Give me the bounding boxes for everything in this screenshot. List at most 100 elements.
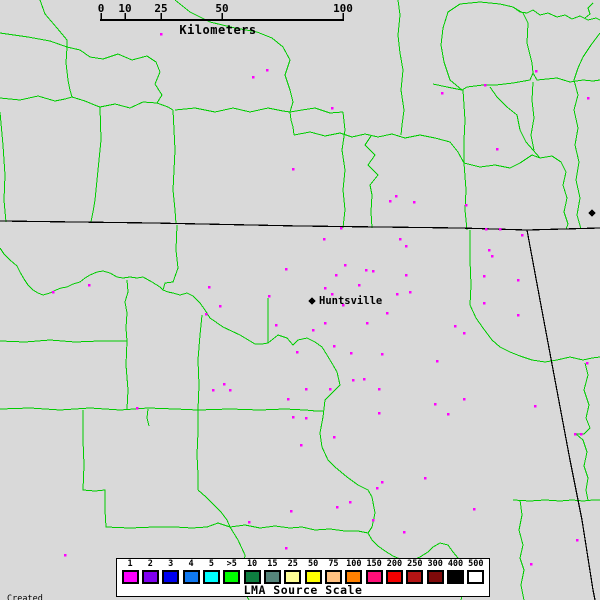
lma-source-dot <box>436 360 439 363</box>
lma-source-dot <box>386 312 389 315</box>
lma-source-dot <box>324 287 327 290</box>
lma-source-dot <box>64 554 67 557</box>
lma-source-dot <box>463 332 466 335</box>
legend-color-swatch <box>345 570 363 584</box>
county-boundary-line <box>530 81 535 151</box>
legend-entry: 3 <box>161 560 181 584</box>
lma-source-dot <box>381 481 384 484</box>
lma-source-dot <box>331 293 334 296</box>
legend-entry: 300 <box>425 560 445 584</box>
county-boundary-line <box>512 6 600 21</box>
station-marker-diamond-icon <box>588 209 596 217</box>
legend-color-swatch <box>406 570 424 584</box>
lma-source-dot <box>312 329 315 332</box>
legend-color-swatch <box>182 570 200 584</box>
lma-source-dot <box>324 322 327 325</box>
lma-source-dot <box>587 97 590 100</box>
lma-source-dot <box>403 531 406 534</box>
legend-box: 1 2 3 4 5 >5 10 15 25 50 75 100 150 200 250 300 400 500 L… <box>116 558 490 597</box>
legend-entry: 50 <box>303 560 323 584</box>
county-boundary-line <box>174 107 291 113</box>
created-label: Created <box>7 594 43 600</box>
lma-source-dot <box>409 291 412 294</box>
lma-source-dot <box>335 274 338 277</box>
legend-entry: 15 <box>262 560 282 584</box>
scale-tick-label: 0 <box>97 2 105 15</box>
lma-source-dot <box>285 268 288 271</box>
legend-value-label: 200 <box>386 559 403 569</box>
county-boundary-line <box>573 32 600 230</box>
lma-source-dot <box>530 563 533 566</box>
lma-source-dot <box>219 305 222 308</box>
legend-value-label: 4 <box>188 559 194 569</box>
lma-source-dot <box>296 351 299 354</box>
county-boundary-line <box>463 162 468 231</box>
lma-source-dot <box>333 345 336 348</box>
legend-entry: 1 <box>120 560 140 584</box>
legend-color-swatch <box>426 570 444 584</box>
lma-source-dot <box>266 69 269 72</box>
legend-color-swatch <box>284 570 302 584</box>
county-boundary-line <box>469 230 600 363</box>
county-boundary-line <box>0 247 341 386</box>
county-boundary-line <box>462 89 466 163</box>
legend-value-label: 250 <box>407 559 423 569</box>
lma-source-dot <box>574 433 577 436</box>
county-boundary-line <box>0 407 323 412</box>
lma-source-dot <box>349 501 352 504</box>
lma-source-dot <box>365 269 368 272</box>
legend-value-label: 500 <box>468 559 484 569</box>
lma-source-dot <box>248 521 251 524</box>
county-boundary-line <box>174 0 295 136</box>
legend-color-swatch <box>447 570 464 584</box>
county-boundary-line <box>146 408 150 427</box>
legend-value-label: 150 <box>366 559 382 569</box>
county-boundary-line <box>293 131 465 164</box>
county-boundary-line <box>162 224 179 291</box>
legend-entry: >5 <box>222 560 242 584</box>
county-boundary-line <box>518 499 525 600</box>
legend-swatch-row: 1 2 3 4 5 >5 10 15 25 50 75 100 150 200 250 300 400 500 <box>117 559 489 584</box>
legend-value-label: >5 <box>226 559 237 569</box>
legend-value-label: 3 <box>168 559 174 569</box>
legend-value-label: 100 <box>346 559 362 569</box>
lma-source-dot <box>586 362 589 365</box>
legend-entry: 10 <box>242 560 262 584</box>
legend-entry: 400 <box>446 560 466 584</box>
county-boundary-line <box>125 340 129 410</box>
lma-source-dot <box>136 407 139 410</box>
lma-source-dot <box>342 304 345 307</box>
county-boundary-line <box>196 314 203 490</box>
lma-source-dot <box>287 398 290 401</box>
legend-color-swatch <box>263 570 281 584</box>
legend-entry: 500 <box>466 560 486 584</box>
lma-source-dot <box>366 322 369 325</box>
lma-source-dot <box>473 508 476 511</box>
lma-source-dot <box>372 270 375 273</box>
lma-source-dot <box>405 274 408 277</box>
lma-source-dot <box>88 284 91 287</box>
lma-source-dot <box>441 92 444 95</box>
county-boundary-line <box>0 95 73 102</box>
county-boundary-line <box>289 107 344 114</box>
lma-source-dot <box>275 324 278 327</box>
county-boundary-line <box>584 2 594 19</box>
legend-entry: 200 <box>384 560 404 584</box>
county-boundary-line <box>319 384 464 600</box>
lma-source-dot <box>205 313 208 316</box>
scale-unit-label: Kilometers <box>179 23 257 37</box>
lma-source-dot <box>447 413 450 416</box>
lma-source-dot <box>483 275 486 278</box>
created-timestamp: Created 12/19/2012 11:04:00 <box>7 576 104 600</box>
legend-entry: 5 <box>201 560 221 584</box>
scale-tick-label: 25 <box>154 2 168 15</box>
lma-source-dot <box>290 510 293 513</box>
lma-source-dot <box>580 433 583 436</box>
legend-value-label: 400 <box>447 559 464 569</box>
lma-source-dot <box>329 388 332 391</box>
legend-entry: 75 <box>323 560 343 584</box>
scale-tick-label: 10 <box>118 2 132 15</box>
lma-source-dot <box>378 388 381 391</box>
